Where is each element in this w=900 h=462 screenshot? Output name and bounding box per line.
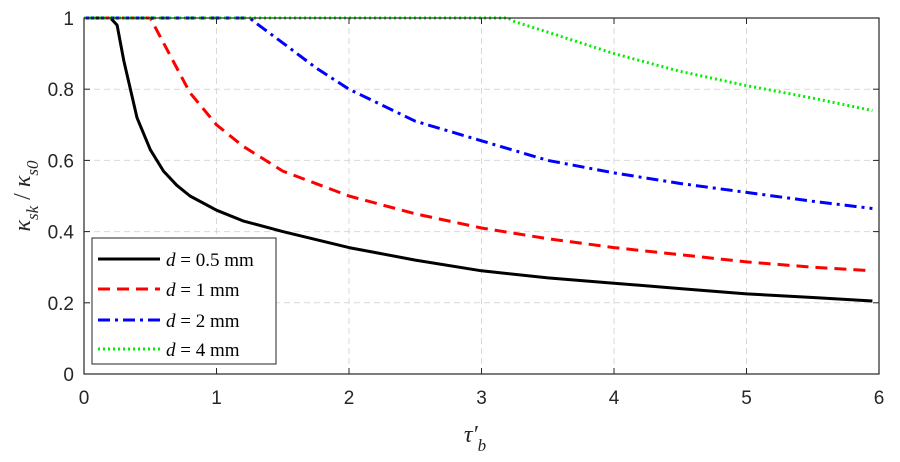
y-axis-label-kappa2: κ (10, 175, 36, 187)
y-axis-label-sub2: s0 (23, 160, 42, 176)
legend: d = 0.5 mm d = 1 mm d = 2 mm d = 4 mm (91, 237, 277, 365)
legend-var: d (166, 311, 176, 332)
y-tick-label: 0.2 (48, 294, 74, 315)
legend-var: d (166, 250, 176, 271)
x-axis-label-sub: b (478, 436, 487, 455)
x-tick-label: 3 (476, 388, 487, 409)
series-line-4 (84, 16, 873, 113)
legend-entry-d-1mm: d = 1 mm (166, 280, 240, 301)
series-line-2 (84, 16, 873, 273)
series-line-1 (84, 16, 873, 303)
y-tick-label: 0 (63, 365, 74, 386)
x-tick-label: 0 (79, 388, 90, 409)
legend-entry-d-2mm: d = 2 mm (166, 311, 240, 332)
x-tick-label: 1 (211, 388, 222, 409)
y-axis-label: κsk / κs0 (10, 160, 42, 232)
axis-ticks: 0 1 2 3 4 5 6 0 0.2 0.4 0.6 0.8 1 (48, 9, 885, 409)
legend-rest: = 1 mm (176, 280, 240, 301)
y-tick-label: 0.8 (48, 80, 74, 101)
legend-rest: = 2 mm (176, 311, 240, 332)
y-tick-label: 1 (63, 9, 74, 30)
x-tick-label: 2 (344, 388, 355, 409)
y-axis-label-slash: / (10, 187, 36, 206)
legend-var: d (166, 280, 176, 301)
x-axis-label-main: τ′ (464, 422, 479, 448)
legend-entry-d-0-5mm: d = 0.5 mm (166, 250, 254, 271)
y-tick-label: 0.4 (48, 223, 75, 244)
x-tick-label: 4 (609, 388, 620, 409)
y-axis-label-sub1: sk (23, 205, 42, 220)
x-tick-label: 5 (741, 388, 752, 409)
x-axis-label: τ′b (464, 422, 486, 455)
y-axis-label-kappa1: κ (10, 220, 36, 232)
legend-rest: = 4 mm (176, 340, 240, 361)
series-line-3 (84, 16, 873, 210)
y-tick-label: 0.6 (48, 151, 74, 172)
x-tick-label: 6 (874, 388, 885, 409)
legend-var: d (166, 340, 176, 361)
legend-rest: = 0.5 mm (176, 250, 254, 271)
legend-entry-d-4mm: d = 4 mm (166, 340, 240, 361)
series-lines (84, 16, 873, 303)
